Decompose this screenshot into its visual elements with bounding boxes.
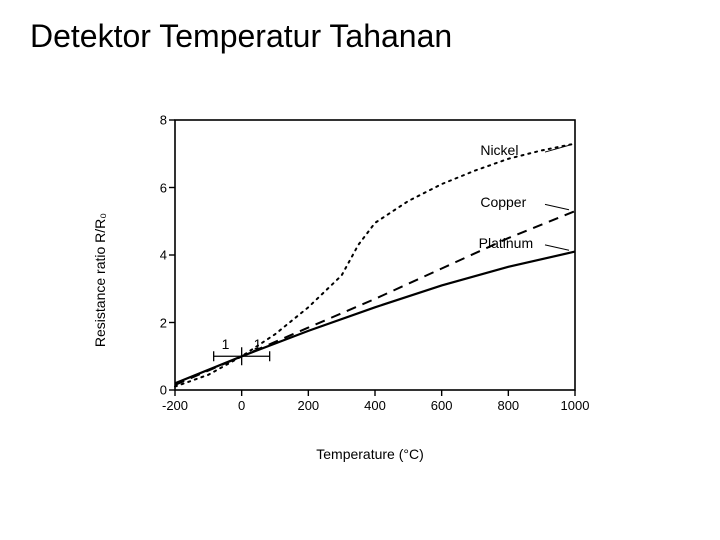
- x-tick-label: 800: [497, 398, 519, 413]
- x-tick-label: 1000: [561, 398, 590, 413]
- y-tick-label: 6: [137, 180, 167, 195]
- y-axis-label: Resistance ratio R/R₀: [92, 213, 108, 347]
- y-tick-label: 2: [137, 315, 167, 330]
- series-label-platinum: Platinum: [479, 235, 533, 251]
- x-tick-label: 0: [238, 398, 245, 413]
- y-tick-label: 0: [137, 383, 167, 398]
- y-tick-label: 4: [137, 248, 167, 263]
- x-tick-label: 400: [364, 398, 386, 413]
- ref-label-right: 1: [254, 336, 262, 352]
- page-title: Detektor Temperatur Tahanan: [0, 0, 720, 55]
- series-platinum: [175, 252, 575, 384]
- x-tick-label: 600: [431, 398, 453, 413]
- series-label-nickel: Nickel: [480, 142, 518, 158]
- ref-label-left: 1: [222, 336, 230, 352]
- x-axis-label: Temperature (°C): [316, 446, 424, 462]
- resistance-chart: Resistance ratio R/R₀ Temperature (°C) -…: [130, 110, 610, 450]
- series-label-copper: Copper: [480, 194, 526, 210]
- x-tick-label: -200: [162, 398, 188, 413]
- y-tick-label: 8: [137, 113, 167, 128]
- x-tick-label: 200: [297, 398, 319, 413]
